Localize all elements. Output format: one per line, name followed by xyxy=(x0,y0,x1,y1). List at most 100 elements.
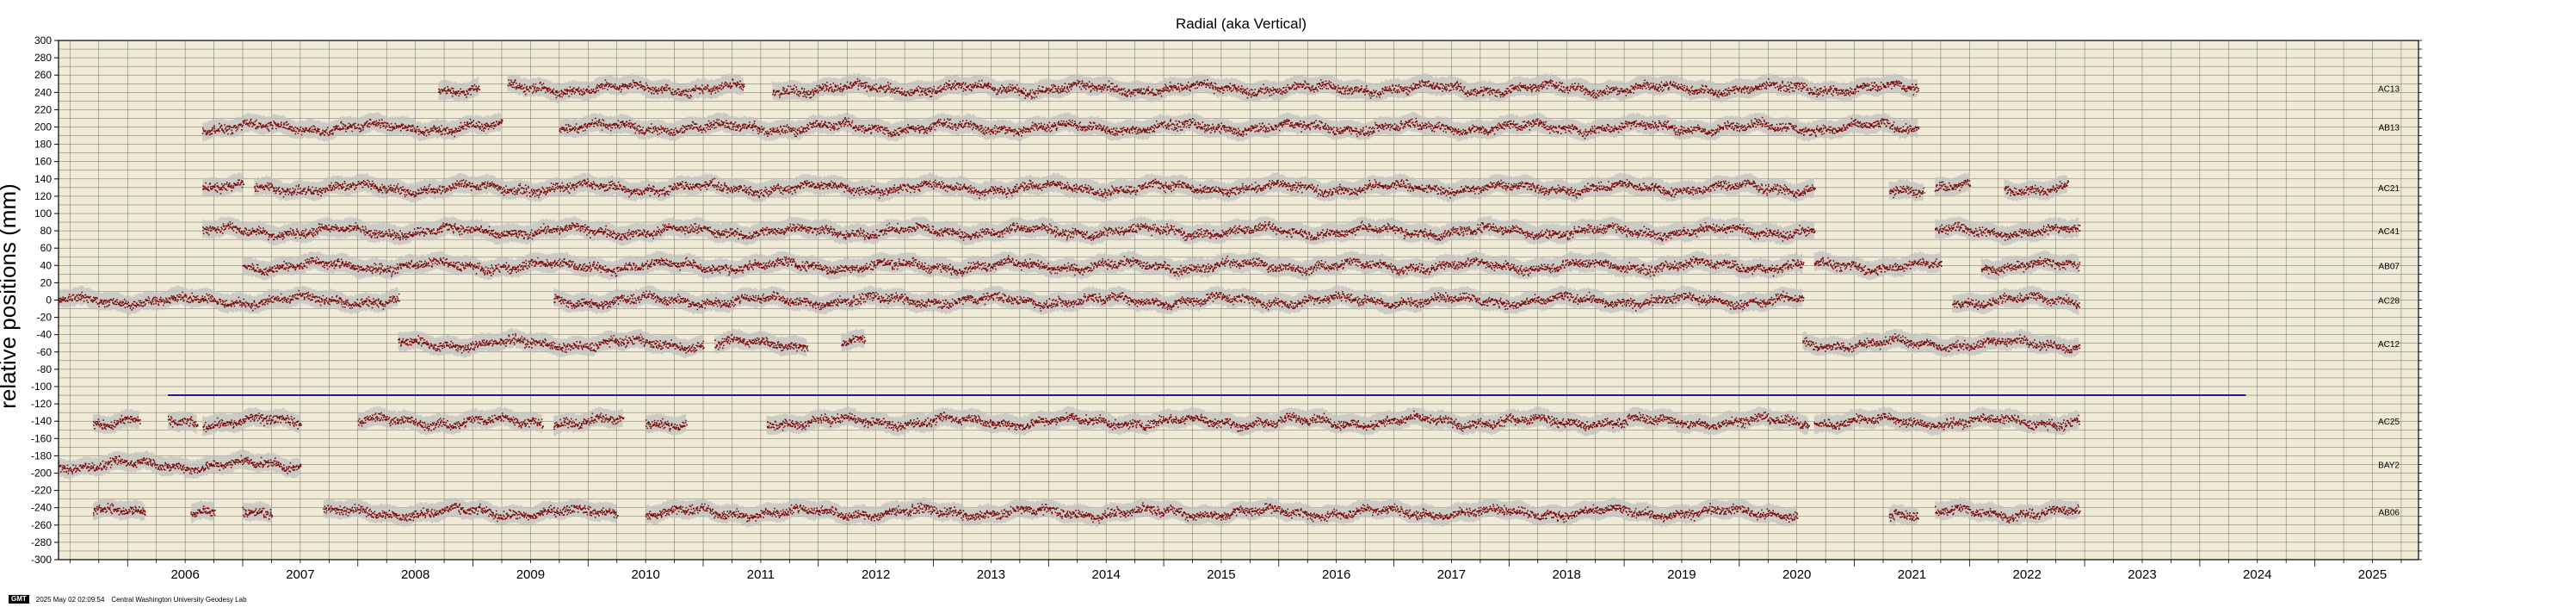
x-tick-label: 2008 xyxy=(401,567,429,582)
y-tick-label: 240 xyxy=(34,86,52,98)
y-tick-label: 260 xyxy=(34,69,52,81)
station-label-AC12: AC12 xyxy=(2378,340,2400,350)
data-points-AC25 xyxy=(265,414,302,430)
uncertainty-band-AC25 xyxy=(1813,406,2079,437)
y-tick-label: 220 xyxy=(34,103,52,115)
data-points-AB06 xyxy=(1888,509,1919,522)
x-tick-label: 2012 xyxy=(862,567,890,582)
uncertainty-band-AC12 xyxy=(841,328,865,353)
y-axis-label: relative positions (mm) xyxy=(0,183,21,409)
data-points-AC25 xyxy=(767,410,1810,432)
y-tick-label: -40 xyxy=(37,329,53,341)
uncertainty-band-AB06 xyxy=(323,497,617,528)
y-tick-label: -180 xyxy=(31,449,52,461)
chart-title: Radial (aka Vertical) xyxy=(1176,15,1307,32)
station-label-AC21: AC21 xyxy=(2378,184,2400,194)
x-tick-label: 2023 xyxy=(2128,567,2156,582)
data-points-AC25 xyxy=(93,415,141,430)
y-axis-ticks: 3002802602402202001801601401201008060402… xyxy=(31,34,2422,566)
data-points-AC13 xyxy=(772,77,1919,100)
x-tick-label: 2019 xyxy=(1667,567,1696,582)
uncertainty-band-AB06 xyxy=(1935,496,2079,528)
footer-lab: Central Washington University Geodesy La… xyxy=(111,595,247,604)
y-tick-label: 60 xyxy=(40,242,53,254)
station-label-AC41: AC41 xyxy=(2378,227,2400,237)
data-points-AC28 xyxy=(59,289,400,312)
uncertainty-band-AC25 xyxy=(766,406,1809,437)
data-points-AC25 xyxy=(357,412,544,431)
data-points-AC21 xyxy=(1934,179,1971,192)
data-points-AB13 xyxy=(559,116,1920,139)
y-tick-label: 180 xyxy=(34,139,52,151)
x-tick-label: 2020 xyxy=(1782,567,1811,582)
y-tick-label: -200 xyxy=(31,468,52,480)
x-tick-label: 2009 xyxy=(516,567,545,582)
x-tick-label: 2014 xyxy=(1091,567,1120,582)
y-tick-label: -140 xyxy=(31,415,52,427)
data-points-AC12 xyxy=(1802,333,2081,354)
data-points-AC28 xyxy=(553,290,1805,312)
y-tick-label: 100 xyxy=(34,207,52,220)
data-points-AB06 xyxy=(190,505,216,517)
y-tick-label: 120 xyxy=(34,190,52,202)
data-points-AC25 xyxy=(1813,412,2080,432)
data-points-AC41 xyxy=(201,220,1816,242)
station-label-BAY2: BAY2 xyxy=(2378,461,2400,470)
uncertainty-band-AB07 xyxy=(1980,250,2079,281)
data-points-BAY2 xyxy=(58,455,302,475)
data-points-AB13 xyxy=(201,118,503,138)
uncertainty-band-AC41 xyxy=(1935,215,2079,246)
uncertainty-band-AB06 xyxy=(93,497,145,522)
y-tick-label: -60 xyxy=(37,346,53,358)
uncertainty-band-AC25 xyxy=(357,406,542,436)
x-tick-label: 2006 xyxy=(170,567,199,582)
uncertainty-band-AC25 xyxy=(265,407,300,434)
data-points-AC21 xyxy=(254,177,1816,199)
data-points-AC21 xyxy=(2004,180,2069,196)
x-tick-label: 2015 xyxy=(1207,567,1235,582)
y-tick-label: 200 xyxy=(34,121,52,133)
data-points xyxy=(58,77,2081,524)
uncertainty-band-AB06 xyxy=(646,496,1797,528)
station-label-AB07: AB07 xyxy=(2379,262,2400,271)
data-points-AC13 xyxy=(438,84,480,98)
x-tick-label: 2016 xyxy=(1322,567,1350,582)
uncertainty-band-AC21 xyxy=(1888,178,1924,201)
x-tick-label: 2007 xyxy=(286,567,314,582)
station-label-AB13: AB13 xyxy=(2379,124,2400,133)
x-tick-label: 2010 xyxy=(631,567,659,582)
y-tick-label: 80 xyxy=(40,225,53,237)
data-points-AC12 xyxy=(841,335,867,347)
x-tick-label: 2022 xyxy=(2013,567,2042,582)
y-tick-label: -280 xyxy=(31,536,52,548)
data-points-AC28 xyxy=(1952,292,2080,310)
uncertainty-band-AC21 xyxy=(202,172,243,198)
data-points-AC13 xyxy=(507,78,745,99)
y-tick-label: -260 xyxy=(31,519,52,531)
y-tick-label: -20 xyxy=(37,312,53,324)
data-points-AC41 xyxy=(1935,221,2081,241)
station-label-AB06: AB06 xyxy=(2379,509,2400,518)
uncertainty-band-AC12 xyxy=(398,328,703,359)
y-tick-label: -80 xyxy=(37,363,53,375)
data-points-AB07 xyxy=(1980,257,2081,276)
data-points-AB06 xyxy=(92,503,146,517)
uncertainty-band-AC25 xyxy=(168,411,197,434)
station-labels: AC13 AB13 AC21 AC41 AB07 AC28 AC12 AC25 BAY2 AB06 xyxy=(2378,84,2400,517)
data-points-AC12 xyxy=(714,333,809,352)
station-label-AC28: AC28 xyxy=(2378,297,2400,307)
uncertainty-band-AC21 xyxy=(1935,171,1970,197)
x-tick-label: 2013 xyxy=(977,567,1005,582)
x-tick-label: 2018 xyxy=(1553,567,1581,582)
y-tick-label: 160 xyxy=(34,156,52,168)
y-tick-label: -240 xyxy=(31,502,52,514)
data-points-AC25 xyxy=(167,415,199,428)
data-points-AC25 xyxy=(645,418,688,432)
station-label-AC25: AC25 xyxy=(2378,418,2400,427)
x-tick-label: 2025 xyxy=(2358,567,2387,582)
data-points-AC21 xyxy=(202,179,245,195)
x-tick-label: 2024 xyxy=(2243,567,2271,582)
footer: GMT 2025 May 02 02:09:54 Central Washing… xyxy=(9,594,247,604)
y-tick-label: -100 xyxy=(31,381,52,393)
